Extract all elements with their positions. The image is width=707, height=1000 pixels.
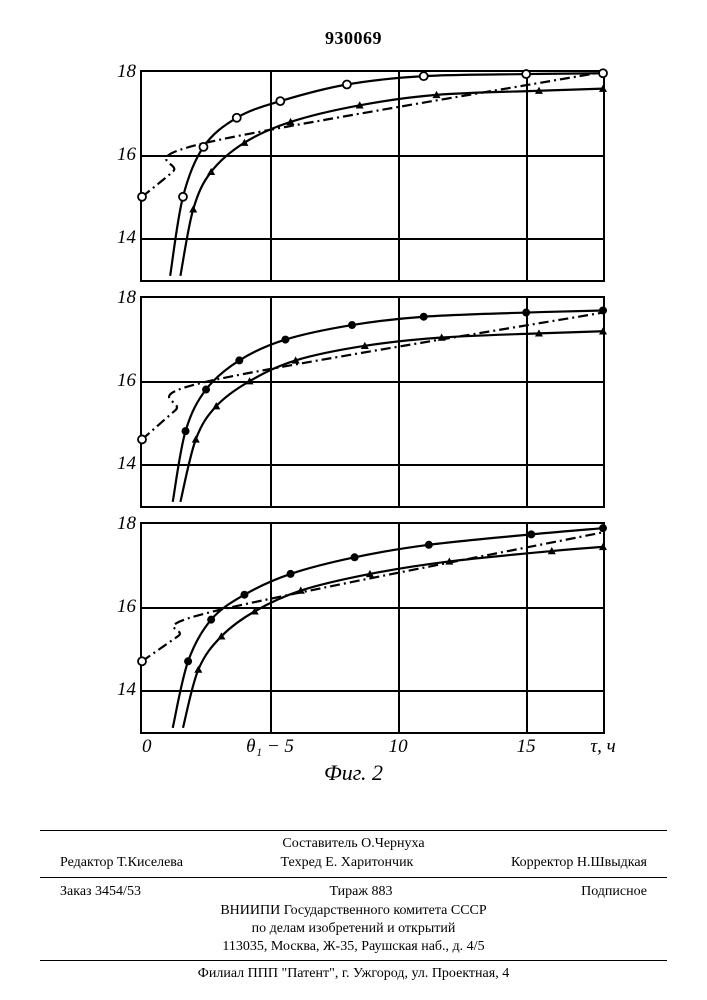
y-tick-label: 14 — [117, 227, 136, 249]
y-tick-label: 16 — [117, 596, 136, 618]
footer-tirage: Тираж 883 — [329, 884, 392, 900]
x-tick-label: 10 — [389, 736, 408, 758]
x-tick-label: 15 — [517, 736, 536, 758]
chart-panel-bottom: 1416180θ₁ − 51015τ, ч — [140, 522, 605, 734]
footer-subscription: Подписное — [581, 884, 647, 900]
y-tick-label: 18 — [117, 287, 136, 309]
page: 930069 141618 141618 1416180θ₁ − 51015τ,… — [0, 0, 707, 1000]
y-tick-label: 18 — [117, 513, 136, 535]
chart-panel-middle: 141618 — [140, 296, 605, 508]
footer-corrector: Корректор Н.Швыдкая — [511, 855, 647, 871]
chart-panel-top: 141618 — [140, 70, 605, 282]
figure-caption: Фиг. 2 — [0, 760, 707, 786]
footer-editor: Редактор Т.Киселева — [60, 855, 183, 871]
y-tick-label: 14 — [117, 679, 136, 701]
footer-compiler: Составитель О.Чернуха — [282, 836, 424, 851]
x-tick-label: τ, ч — [590, 736, 615, 758]
chart-curves — [142, 72, 603, 280]
x-tick-label: θ₁ − 5 — [246, 736, 294, 758]
chart-curves — [142, 524, 603, 732]
footer-address1: 113035, Москва, Ж-35, Раушская наб., д. … — [222, 939, 484, 954]
y-tick-label: 16 — [117, 144, 136, 166]
x-tick-label: 0 — [142, 736, 152, 758]
document-number: 930069 — [0, 28, 707, 49]
footer-org1: ВНИИПИ Государственного комитета СССР — [220, 903, 486, 918]
footer-techred: Техред Е. Харитончик — [281, 855, 414, 871]
y-tick-label: 16 — [117, 370, 136, 392]
charts-stack: 141618 141618 1416180θ₁ − 51015τ, ч — [115, 70, 605, 734]
footer-org2: по делам изобретений и открытий — [252, 921, 456, 936]
footer-order: Заказ 3454/53 — [60, 884, 141, 900]
footer-block: Составитель О.Чернуха Редактор Т.Киселев… — [0, 826, 707, 1000]
footer-address2: Филиал ППП "Патент", г. Ужгород, ул. Про… — [198, 966, 509, 981]
y-tick-label: 14 — [117, 453, 136, 475]
chart-curves — [142, 298, 603, 506]
y-tick-label: 18 — [117, 61, 136, 83]
